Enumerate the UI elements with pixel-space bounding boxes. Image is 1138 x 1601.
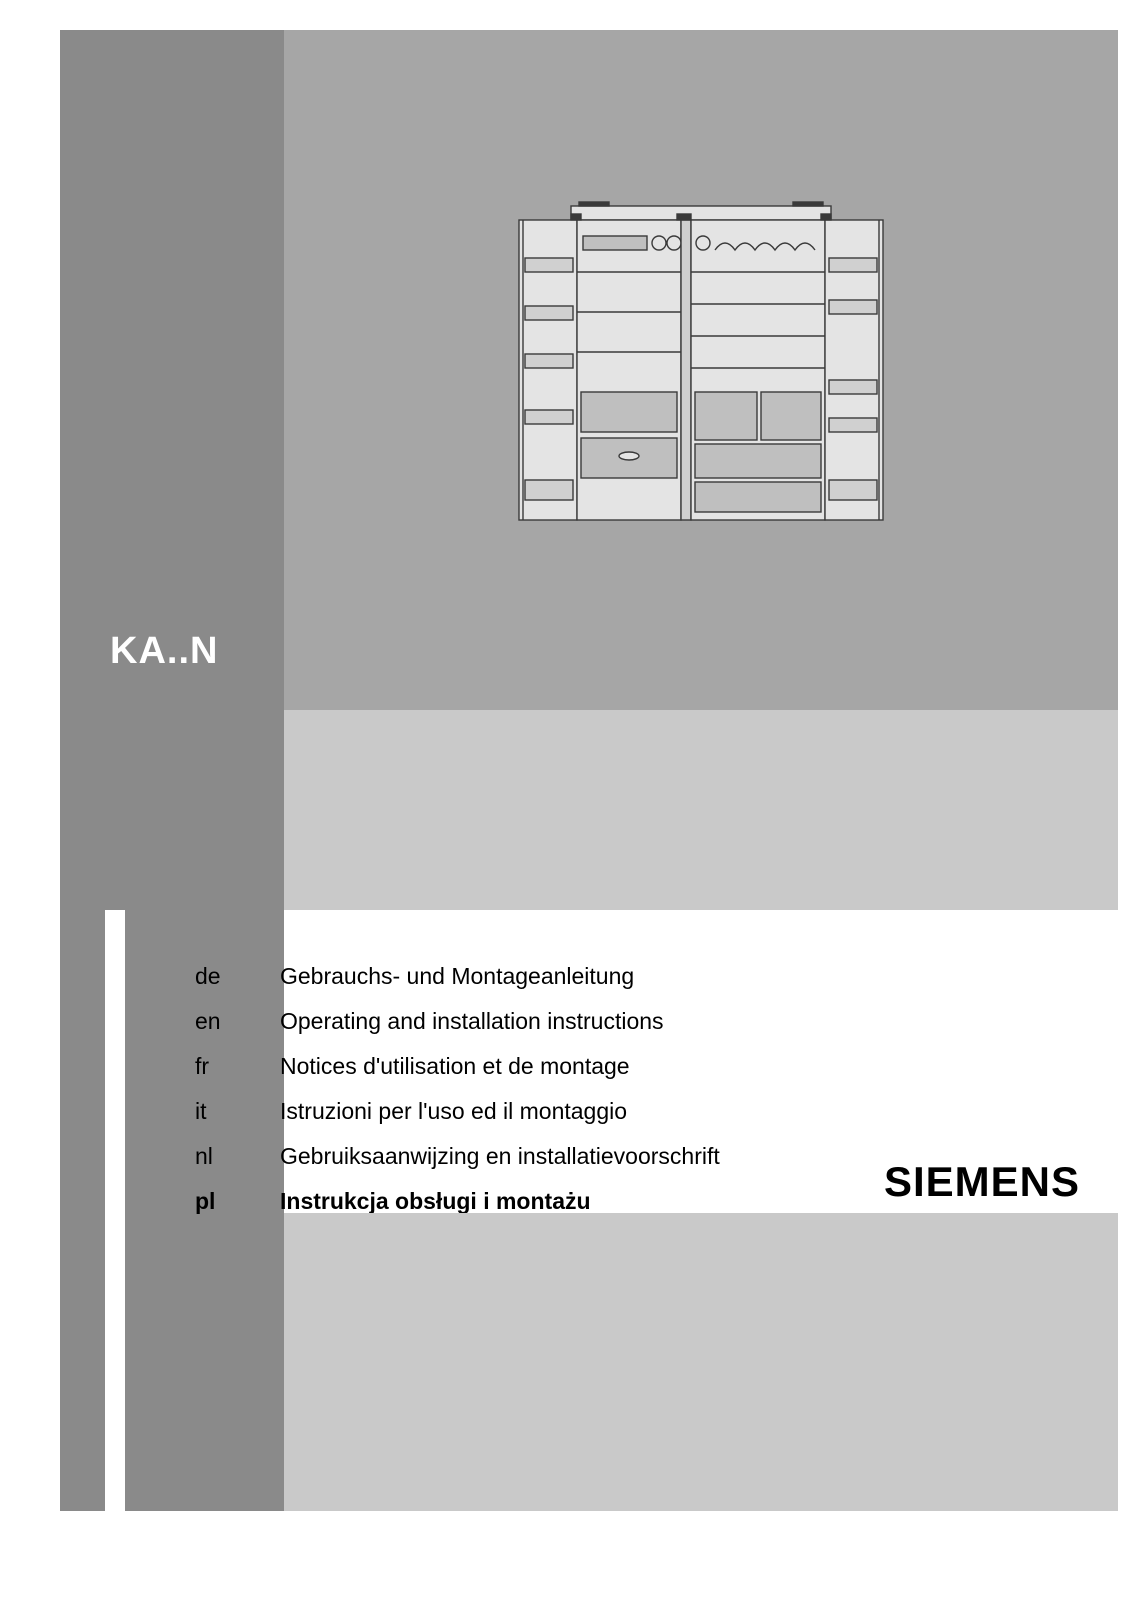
lang-code: nl — [195, 1143, 280, 1170]
product-illustration-area — [284, 30, 1118, 710]
lang-text: Operating and installation instructions — [280, 1008, 664, 1035]
lang-row-nl: nl Gebruiksaanwijzing en installatievoor… — [195, 1143, 895, 1170]
lang-text: Gebruiksaanwijzing en installatievoorsch… — [280, 1143, 720, 1170]
refrigerator-illustration — [501, 200, 901, 540]
lang-row-de: de Gebrauchs- und Montageanleitung — [195, 963, 895, 990]
sidebar-accent-stripe — [105, 910, 125, 1511]
lang-text: Notices d'utilisation et de montage — [280, 1053, 630, 1080]
mid-light-band — [284, 710, 1118, 910]
lang-text: Instrukcja obsługi i montażu — [280, 1188, 591, 1215]
lang-row-pl: pl Instrukcja obsługi i montażu — [195, 1188, 895, 1215]
lang-text: Gebrauchs- und Montageanleitung — [280, 963, 634, 990]
lang-code: pl — [195, 1188, 280, 1215]
manual-cover-page: KA..N de Gebrauchs- und Montageanleitung… — [0, 0, 1138, 1601]
brand-logo: SIEMENS — [884, 1158, 1080, 1206]
lang-code: it — [195, 1098, 280, 1125]
lang-code: en — [195, 1008, 280, 1035]
language-list: de Gebrauchs- und Montageanleitung en Op… — [195, 963, 895, 1233]
lang-row-en: en Operating and installation instructio… — [195, 1008, 895, 1035]
lang-code: fr — [195, 1053, 280, 1080]
lang-row-it: it Istruzioni per l'uso ed il montaggio — [195, 1098, 895, 1125]
lang-text: Istruzioni per l'uso ed il montaggio — [280, 1098, 627, 1125]
lang-code: de — [195, 963, 280, 990]
model-code: KA..N — [110, 630, 218, 673]
footer-band — [284, 1213, 1118, 1511]
lang-row-fr: fr Notices d'utilisation et de montage — [195, 1053, 895, 1080]
sidebar — [60, 30, 284, 1511]
